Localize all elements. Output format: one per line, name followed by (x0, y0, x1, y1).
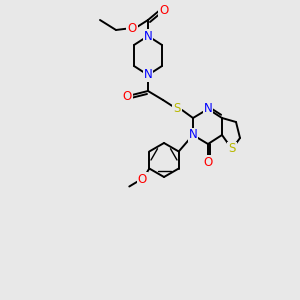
Text: S: S (173, 103, 181, 116)
Text: O: O (203, 155, 213, 169)
Text: N: N (204, 103, 212, 116)
Text: N: N (189, 128, 197, 142)
Text: O: O (138, 173, 147, 186)
Text: S: S (228, 142, 236, 155)
Text: O: O (128, 22, 136, 34)
Text: O: O (159, 4, 169, 16)
Text: N: N (144, 29, 152, 43)
Text: N: N (144, 68, 152, 82)
Text: O: O (122, 91, 132, 103)
